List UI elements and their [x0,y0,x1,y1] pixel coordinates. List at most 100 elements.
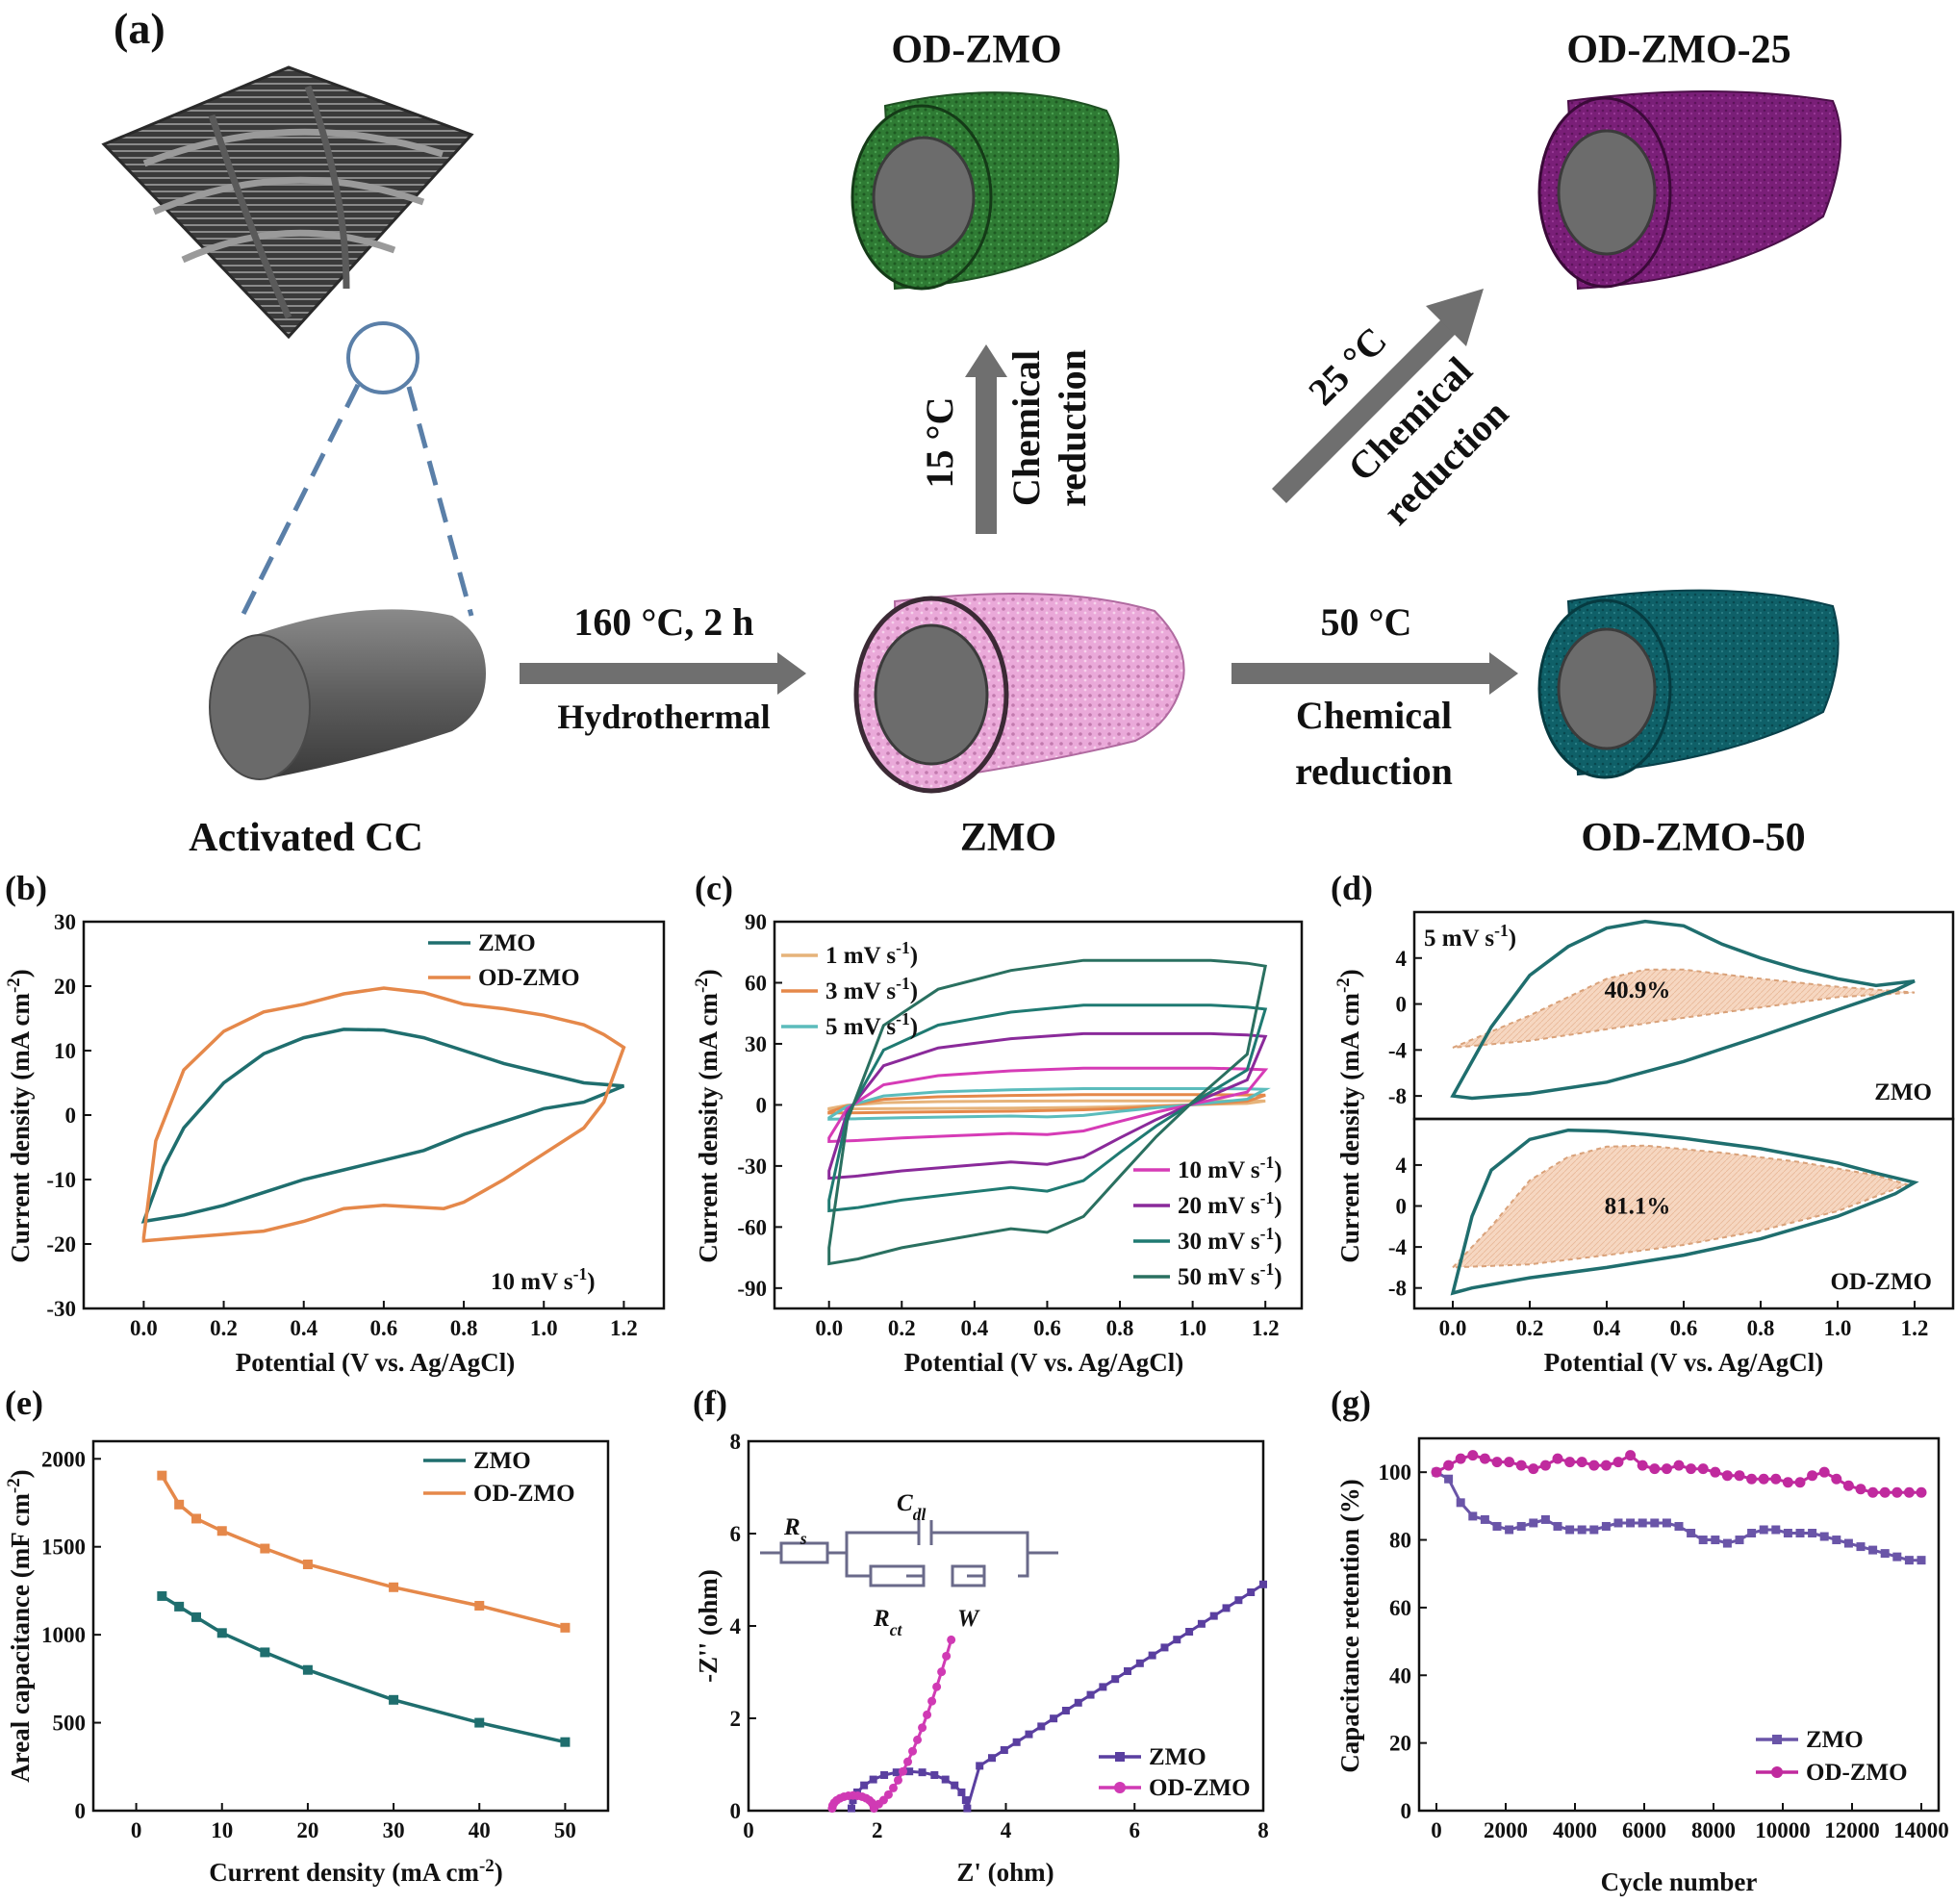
x-tick-label: 20 [296,1818,318,1842]
cv-curve-zmo [1450,919,1916,1101]
data-point [1661,1463,1672,1475]
data-point [1564,1457,1576,1468]
data-point [1855,1484,1866,1495]
y-tick-label: 30 [745,1032,767,1056]
data-point [1185,1628,1194,1636]
data-point [1782,1477,1793,1488]
x-tick-label: 0.8 [450,1316,478,1340]
y-tick-label: 1500 [41,1536,86,1560]
data-point [1050,1714,1058,1723]
data-point [1516,1521,1526,1531]
arrow-25c [1272,289,1484,503]
data-point [927,1696,937,1706]
data-point [1722,1538,1732,1548]
data-point [988,1754,997,1763]
cv-curve [827,1087,1271,1121]
x-axis-label: Z' (ohm) [956,1858,1054,1887]
data-point [888,1783,898,1792]
y-tick-label: -30 [46,1297,76,1321]
x-axis-label: Current density (mA cm-2) [209,1856,502,1888]
data-point [951,1781,959,1790]
x-tick-label: 0.6 [1033,1316,1061,1340]
chart-d: (d) -8 -4 0 4 40.9% ZMO 5 mV s-1) -8 -4 0 4 81.1% OD-… [1331,869,1955,1377]
x-tick-label: 0.0 [130,1316,158,1340]
x-axis-label: Potential (V vs. Ag/AgCl) [1544,1348,1824,1377]
data-point [1613,1518,1623,1528]
data-point [1234,1596,1243,1605]
od-zmo-fiber [851,91,1120,291]
y-tick-label: 40 [1389,1663,1411,1688]
legend-label: 50 mV s-1) [1178,1259,1282,1290]
y-axis-label: Current density (mA cm-2) [1333,969,1365,1262]
chart-b: (b) 0.0 0.2 0.4 0.6 0.8 1.0 1.2 -30 -20 -10 0 10 20 30… [4,869,666,1377]
data-point [1771,1525,1781,1535]
data-point [1879,1486,1891,1498]
data-point [302,1560,313,1569]
data-point [1759,1525,1768,1535]
data-point [1491,1457,1503,1468]
data-point [976,1762,984,1770]
data-point [1807,1470,1818,1482]
x-axis-label: Potential (V vs. Ag/AgCl) [904,1348,1184,1377]
cv-curve-zmo [140,1028,625,1224]
warburg-element [951,1564,986,1587]
panel-label-b: (b) [5,869,47,907]
y-tick-label: 4 [1396,1154,1408,1178]
y-tick-label: 100 [1379,1460,1412,1485]
data-point [1601,1521,1611,1531]
data-point [1456,1498,1465,1508]
rate-curve-zmo [161,1594,566,1744]
x-tick-label: 14000 [1893,1818,1949,1842]
data-point [1721,1470,1733,1482]
data-point [957,1788,966,1796]
data-point [1479,1453,1490,1464]
legend-label: 10 mV s-1) [1178,1153,1282,1183]
data-point [474,1600,485,1611]
data-point [1209,1612,1218,1620]
y-axis-label: Current density (mA cm-2) [692,969,724,1262]
data-point [260,1543,270,1554]
resistor-rct [869,1564,926,1587]
x-tick-label: 0.4 [1593,1316,1621,1340]
y-tick-label: -30 [737,1155,767,1179]
nyquist-curve-od-zmo [830,1638,953,1812]
y-tick-label: 0 [65,1104,77,1128]
x-tick-label: 8 [1257,1818,1269,1842]
panel-label-a: (a) [114,4,165,53]
data-point [1444,1474,1454,1484]
data-point [1917,1556,1926,1565]
data-point [1589,1525,1599,1535]
data-point [1867,1486,1879,1498]
plot-frame [1417,1436,1941,1813]
x-tick-label: 8000 [1691,1818,1736,1842]
x-tick-label: 0.2 [1516,1316,1544,1340]
label-zmo: ZMO [960,816,1056,860]
data-point [905,1767,914,1776]
data-point [474,1717,485,1728]
y-tick-label: 2000 [41,1447,86,1471]
data-point [174,1499,185,1510]
data-point [1528,1463,1539,1475]
label-rs: Rs [783,1514,807,1548]
label-50c: 50 °C [1321,600,1412,644]
data-point [1916,1486,1927,1498]
legend-marker [1114,1782,1126,1793]
data-point [860,1781,869,1790]
data-point [157,1590,167,1601]
data-point [930,1771,939,1780]
data-point [1197,1619,1206,1628]
data-point [932,1682,942,1691]
data-point [1443,1460,1455,1471]
data-point [1577,1525,1587,1535]
y-tick-label: 0 [730,1799,742,1823]
y-tick-label: 60 [745,971,767,995]
x-tick-label: 0 [743,1818,754,1842]
data-point [1832,1536,1841,1545]
x-tick-label: 0.8 [1747,1316,1775,1340]
data-point [869,1775,877,1784]
y-tick-label: 80 [1389,1529,1411,1553]
data-point [1086,1690,1095,1699]
x-tick-label: 40 [469,1818,491,1842]
y-tick-label: 20 [1389,1732,1411,1756]
data-point [1576,1457,1587,1468]
